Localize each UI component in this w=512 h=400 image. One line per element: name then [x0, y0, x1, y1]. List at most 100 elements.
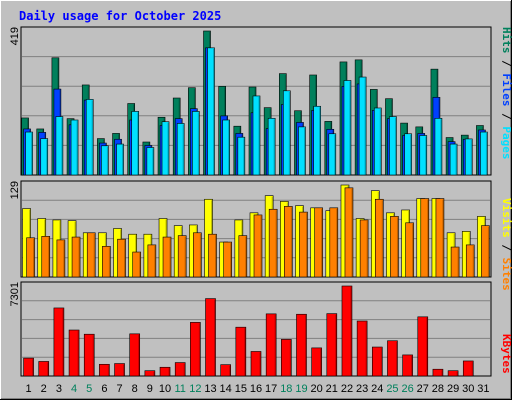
pages-bar-shade [182, 124, 184, 175]
pages-bar [404, 133, 412, 176]
sites-bar [41, 236, 51, 278]
sites-bar [390, 216, 399, 278]
day-label: 9 [147, 383, 153, 395]
sites-bar-shade [472, 245, 474, 277]
sites-bar [193, 232, 202, 278]
pages-bar-shade [31, 133, 33, 175]
day-label: 4 [71, 383, 77, 395]
pages-bar-shade [91, 100, 93, 175]
kbytes-bar [23, 357, 34, 377]
pages-bar [389, 116, 397, 176]
pages-bar [252, 95, 261, 176]
pages-bar-shade [410, 134, 412, 175]
kbytes-bar [129, 333, 141, 377]
kbytes-bar-shade [77, 331, 79, 376]
kbytes-bar [371, 346, 383, 377]
middle-legend: Visits / Sites [500, 198, 512, 291]
day-label: 21 [326, 383, 338, 395]
sites-bar [223, 241, 232, 278]
sites-bar [465, 244, 475, 278]
pages-bar [70, 119, 79, 176]
kbytes-bar-shade [289, 340, 292, 376]
sites-bar [208, 233, 217, 278]
sites-bar [56, 239, 66, 278]
day-label: 8 [132, 383, 138, 395]
sites-bar [299, 211, 308, 278]
sites-bar [268, 208, 278, 278]
kbytes-bar [53, 307, 65, 377]
sites-bar [177, 235, 187, 278]
kbytes-bar [174, 362, 186, 377]
kbytes-bar [296, 313, 307, 377]
kbytes-bar-shade [47, 362, 49, 376]
pages-bar [480, 131, 488, 176]
day-label: 24 [371, 383, 383, 395]
sites-bar-shade [321, 208, 323, 277]
pages-bar-shade [167, 122, 169, 175]
pages-bar [267, 117, 276, 176]
day-label: 14 [220, 383, 232, 395]
pages-bar [101, 145, 109, 176]
pages-bar [449, 143, 458, 176]
chart-title: Daily usage for October 2025 [19, 9, 221, 23]
pages-bar-shade [213, 48, 215, 175]
pages-bar-shade [319, 107, 321, 175]
pages-bar [131, 111, 140, 176]
kbytes-bar-shade [471, 361, 473, 376]
legend-sites: Sites [500, 258, 512, 291]
sites-bar [435, 198, 445, 278]
pages-bar-shade [61, 117, 63, 175]
sites-bar [405, 222, 414, 278]
pages-bar [161, 121, 170, 176]
day-label: 16 [250, 383, 262, 395]
top-ymax-label: 419 [9, 27, 21, 45]
kbytes-bar [402, 354, 413, 377]
day-label: 18 [280, 383, 292, 395]
day-label: 29 [447, 383, 459, 395]
sites-bar-shade [63, 240, 65, 277]
day-axis-labels: 1 2 3 4 5 6 7 8 9 10 11 12 13 14 15 16 17 18 19 20 21 22 23 24 2… [26, 383, 490, 395]
day-label: 26 [401, 383, 413, 395]
kbytes-bar [462, 360, 474, 377]
pages-bar [55, 116, 64, 176]
kbytes-bar [235, 326, 247, 377]
sites-bar-shade [260, 215, 262, 277]
day-label: 28 [432, 383, 444, 395]
kbytes-bar [220, 364, 231, 377]
sites-bar [329, 207, 339, 278]
kbytes-bar-shade [350, 287, 352, 376]
sites-bar [71, 236, 81, 278]
kbytes-bar [38, 361, 50, 377]
legend-files: Files [500, 73, 512, 106]
pages-bar-shade [349, 81, 351, 175]
sites-bar-shade [442, 199, 444, 277]
pages-bar [283, 90, 291, 176]
pages-bar-shade [440, 119, 442, 175]
pages-bar [146, 147, 155, 176]
kbytes-bar [326, 313, 338, 377]
pages-bar-shade [470, 139, 472, 175]
pages-bar [176, 123, 185, 176]
pages-bar-shade [288, 91, 291, 175]
sites-bar-shade [351, 188, 353, 277]
sites-bar [344, 187, 354, 278]
kbytes-bar [311, 347, 322, 377]
kbytes-bar [417, 316, 429, 377]
sites-bar-shade [457, 248, 459, 277]
panel-visits-sites: 129 [9, 180, 492, 278]
sites-bar [162, 236, 172, 278]
pages-bar [328, 133, 337, 176]
kbytes-bar-shade [441, 370, 443, 376]
pages-bar-shade [152, 148, 154, 175]
kbytes-bar-shade [395, 341, 398, 376]
sites-bar-shade [154, 245, 156, 277]
kbytes-bar-shade [365, 322, 367, 376]
sites-bar-shade [487, 226, 490, 277]
day-label: 15 [235, 383, 247, 395]
sites-bar [481, 225, 490, 278]
day-label: 23 [356, 383, 368, 395]
day-label: 12 [189, 383, 201, 395]
pages-bar-shade [106, 146, 109, 175]
sites-bar [86, 232, 96, 278]
pages-bar [25, 131, 33, 176]
